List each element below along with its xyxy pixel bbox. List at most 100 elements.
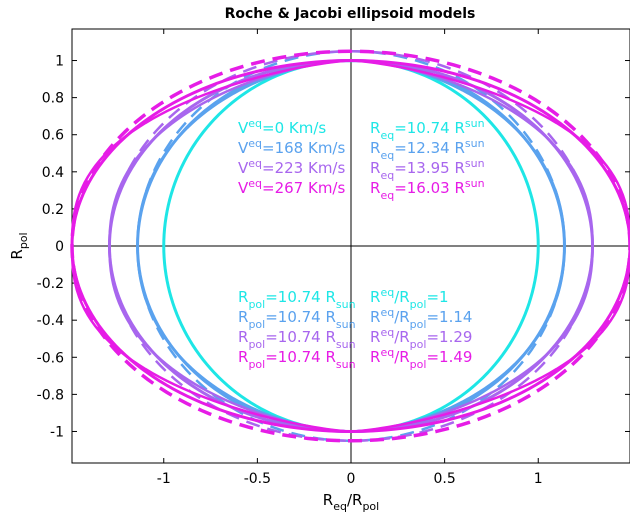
annotation-part: /R — [394, 288, 409, 306]
ratio-annotation: Req/Rpol=1.14 — [370, 306, 472, 331]
x-tick-label: -0.5 — [244, 471, 271, 487]
ratio-annotation: Req/Rpol=1 — [370, 286, 449, 311]
annotation-part: R — [238, 308, 248, 326]
annotation-part: /R — [394, 328, 409, 346]
x-tick-label: 0.5 — [433, 471, 455, 487]
roche-envelope-dashed — [136, 50, 566, 442]
annotation-part: =267 Km/s — [262, 179, 345, 197]
veq-annotation: Veq=168 Km/s — [238, 137, 345, 157]
annotation-part: R — [370, 288, 380, 306]
x-tick-label: 0 — [347, 471, 356, 487]
annotation-part: eq — [248, 157, 262, 170]
annotation-part: eq — [380, 129, 394, 142]
series-curves — [70, 49, 630, 443]
annotation-part: eq — [248, 137, 262, 150]
roche-envelope-dashed — [70, 49, 630, 443]
y-tick-label: -0.8 — [37, 387, 64, 403]
req-annotation: Req=16.03 Rsun — [370, 177, 485, 202]
annotation-part: sun — [465, 117, 485, 130]
req-annotation: Req=12.34 Rsun — [370, 137, 485, 162]
annotation-part: sun — [336, 298, 356, 311]
annotation-part: pol — [248, 338, 265, 351]
annotation-part: =1.29 — [426, 328, 472, 346]
veq-annotation: Veq=0 Km/s — [238, 117, 326, 137]
annotation-part: eq — [380, 286, 394, 299]
ratio-annotation: Req/Rpol=1.49 — [370, 346, 472, 371]
y-tick-label: 0.8 — [42, 91, 64, 107]
annotation-part: pol — [248, 298, 265, 311]
annotation-part: =10.74 R — [265, 288, 336, 306]
annotation-part: eq — [380, 326, 394, 339]
veq-annotation: Veq=223 Km/s — [238, 157, 345, 177]
annotation-part: eq — [380, 149, 394, 162]
annotation-part: =223 Km/s — [262, 159, 345, 177]
req-annotation: Req=10.74 Rsun — [370, 117, 485, 142]
annotation-part: /R — [394, 308, 409, 326]
y-ticks: 1 0.8 0.6 0.4 0.2 0 -0.2 -0.4 -0.6 -0.8 -1 — [37, 54, 630, 440]
annotation-part: R — [370, 139, 380, 157]
annotation-part: =13.95 R — [394, 159, 465, 177]
chart-title: Roche & Jacobi ellipsoid models — [225, 6, 476, 22]
y-tick-label: -1 — [50, 424, 64, 440]
annotation-part: R — [370, 348, 380, 366]
annotation-part: =10.74 R — [265, 348, 336, 366]
annotation-part: R — [370, 308, 380, 326]
annotation-part: R — [370, 179, 380, 197]
annotation-part: V — [238, 159, 249, 177]
annotation-part: =16.03 R — [394, 179, 465, 197]
annotation-part: =10.74 R — [394, 119, 465, 137]
annotation-part: =1.14 — [426, 308, 472, 326]
y-tick-label: 0 — [55, 239, 64, 255]
annotation-part: V — [238, 139, 249, 157]
annotation-part: =1.49 — [426, 348, 472, 366]
annotation-part: R — [370, 328, 380, 346]
annotation-part: V — [238, 119, 249, 137]
x-tick-label: -1 — [157, 471, 171, 487]
annotation-part: eq — [380, 189, 394, 202]
annotation-part: R — [370, 119, 380, 137]
annotation-part: eq — [248, 177, 262, 190]
rpol-annotation: Rpol=10.74 Rsun — [238, 308, 356, 331]
y-tick-label: 0.6 — [42, 128, 64, 144]
annotation-part: R — [370, 159, 380, 177]
annotation-part: eq — [380, 346, 394, 359]
jacobi-ellipse-curve — [162, 59, 540, 433]
annotation-part: =1 — [426, 288, 448, 306]
annotation-part: =0 Km/s — [262, 119, 326, 137]
rpol-annotation: Rpol=10.74 Rsun — [238, 328, 356, 351]
y-tick-label: -0.2 — [37, 276, 64, 292]
annotation-part: eq — [380, 169, 394, 182]
rpol-annotation: Rpol=10.74 Rsun — [238, 288, 356, 311]
annotation-part: pol — [410, 318, 427, 331]
annotation-part: pol — [410, 298, 427, 311]
ratio-annotation: Req/Rpol=1.29 — [370, 326, 472, 351]
annotation-part: pol — [248, 318, 265, 331]
annotation-part: sun — [465, 137, 485, 150]
annotation-part: R — [238, 328, 248, 346]
annotation-part: /R — [394, 348, 409, 366]
annotation-part: =10.74 R — [265, 328, 336, 346]
y-tick-label: 0.4 — [42, 165, 64, 181]
y-tick-label: 0.2 — [42, 202, 64, 218]
annotation-part: R — [238, 348, 248, 366]
annotation-part: sun — [465, 157, 485, 170]
annotation-part: pol — [248, 358, 265, 371]
req-annotation: Req=13.95 Rsun — [370, 157, 485, 182]
y-tick-label: 1 — [55, 54, 64, 70]
y-tick-label: -0.4 — [37, 313, 64, 329]
y-axis-label: Rpol — [8, 232, 30, 259]
x-axis-label: Req/Rpol — [323, 491, 379, 513]
y-tick-label: -0.6 — [37, 350, 64, 366]
x-ticks: -1 -0.5 0 0.5 1 — [157, 29, 543, 487]
annotation-part: =12.34 R — [394, 139, 465, 157]
annotation-part: =168 Km/s — [262, 139, 345, 157]
annotation-part: R — [238, 288, 248, 306]
annotation-part: sun — [336, 358, 356, 371]
annotation-part: eq — [380, 306, 394, 319]
annotation-part: V — [238, 179, 249, 197]
veq-annotation: Veq=267 Km/s — [238, 177, 345, 197]
annotation-part: sun — [336, 338, 356, 351]
x-tick-label: 1 — [534, 471, 543, 487]
annotation-part: sun — [336, 318, 356, 331]
